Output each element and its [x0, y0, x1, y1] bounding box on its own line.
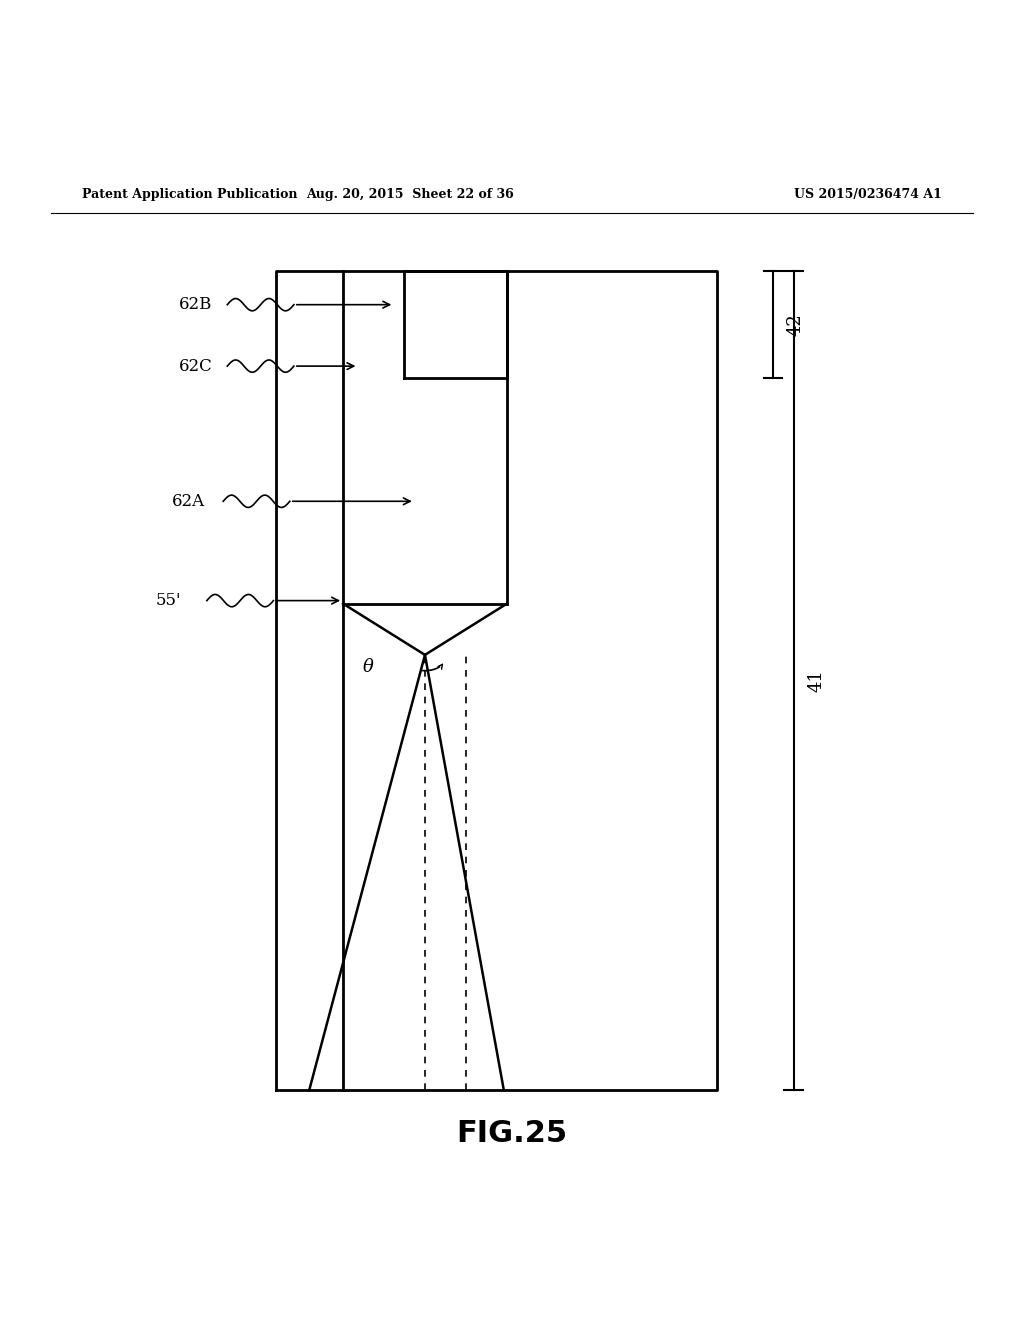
Text: 62B: 62B — [179, 296, 213, 313]
Text: FIG.25: FIG.25 — [457, 1118, 567, 1147]
Text: 42: 42 — [786, 313, 805, 337]
Text: 55': 55' — [156, 593, 181, 609]
Text: 62C: 62C — [179, 358, 213, 375]
Text: Aug. 20, 2015  Sheet 22 of 36: Aug. 20, 2015 Sheet 22 of 36 — [306, 187, 513, 201]
Text: 62A: 62A — [172, 492, 205, 510]
Text: θ: θ — [364, 659, 374, 676]
Text: US 2015/0236474 A1: US 2015/0236474 A1 — [795, 187, 942, 201]
Text: 41: 41 — [807, 669, 825, 692]
Text: Patent Application Publication: Patent Application Publication — [82, 187, 297, 201]
